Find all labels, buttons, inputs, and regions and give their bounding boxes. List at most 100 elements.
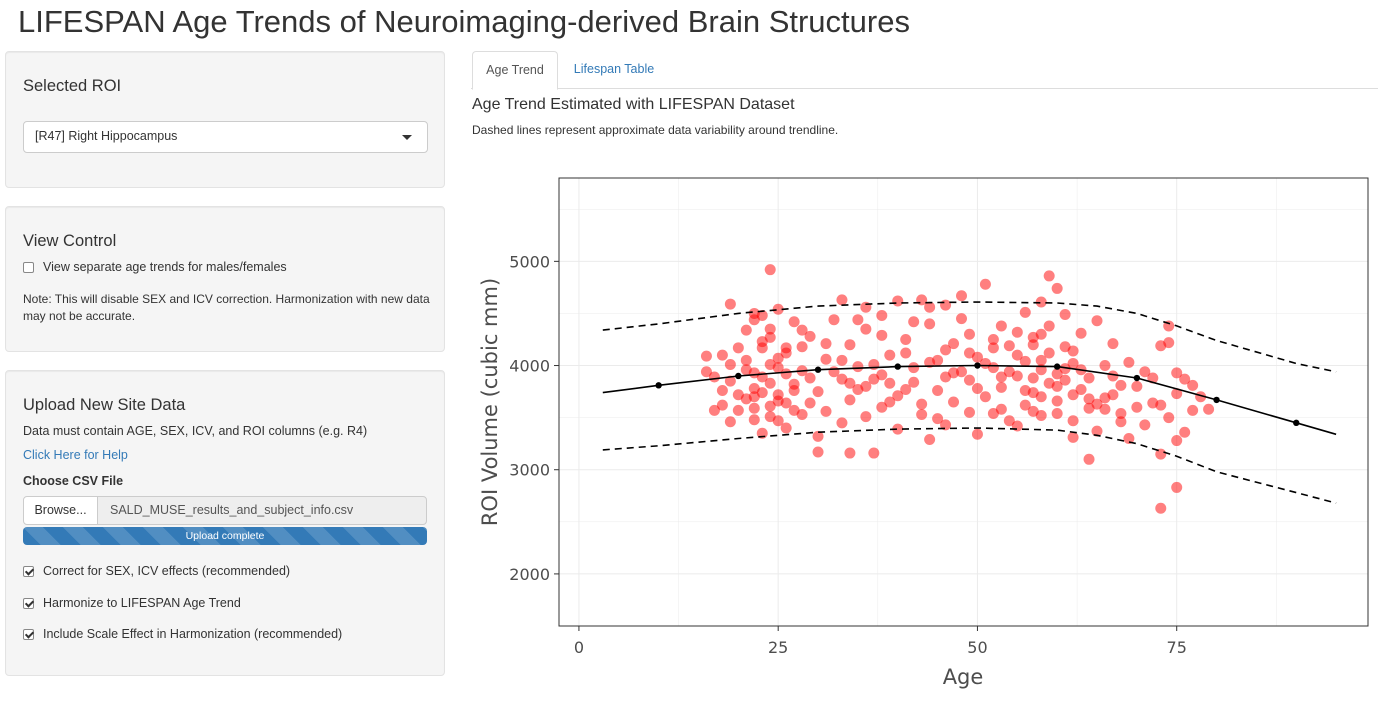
- data-point: [1051, 380, 1063, 392]
- data-point: [1067, 357, 1079, 369]
- data-point: [995, 381, 1007, 393]
- upload-heading: Upload New Site Data: [23, 396, 186, 414]
- data-point: [971, 428, 983, 440]
- data-point: [852, 314, 864, 326]
- data-point: [956, 313, 968, 325]
- data-point: [1003, 366, 1015, 378]
- view-control-heading: View Control: [23, 232, 117, 250]
- option-correct-sex-icv[interactable]: Correct for SEX, ICV effects (recommende…: [23, 564, 290, 578]
- data-point: [884, 396, 896, 408]
- harmonize-checkbox[interactable]: [23, 597, 34, 609]
- upload-instructions: Data must contain AGE, SEX, ICV, and ROI…: [23, 424, 368, 438]
- plot-border: [558, 177, 1369, 627]
- data-point: [1027, 372, 1039, 384]
- data-point: [764, 264, 776, 276]
- data-point: [1179, 373, 1191, 385]
- file-name-field[interactable]: SALD_MUSE_results_and_subject_info.csv: [97, 496, 427, 525]
- data-point: [1059, 363, 1071, 375]
- data-point: [836, 294, 848, 306]
- data-point: [804, 330, 816, 342]
- scale-effect-checkbox[interactable]: [23, 628, 34, 640]
- data-point: [1155, 448, 1167, 460]
- chart-subheading: Dashed lines represent approximate data …: [472, 123, 839, 137]
- data-point: [1123, 356, 1135, 368]
- data-point: [860, 323, 872, 335]
- trend-marker: [974, 362, 981, 369]
- upload-progress-text: Upload complete: [185, 530, 265, 542]
- data-point: [740, 324, 752, 336]
- data-point: [1011, 349, 1023, 361]
- data-point: [1075, 327, 1087, 339]
- data-point: [963, 374, 975, 386]
- roi-select-value: [R47] Right Hippocampus: [35, 129, 178, 143]
- data-point: [1171, 367, 1183, 379]
- data-point: [1051, 395, 1063, 407]
- data-point: [748, 414, 760, 426]
- data-point: [940, 344, 952, 356]
- data-point: [908, 316, 920, 328]
- data-point: [1155, 399, 1167, 411]
- data-point: [1107, 389, 1119, 401]
- data-point: [852, 361, 864, 373]
- data-point: [1115, 416, 1127, 428]
- data-point: [1059, 308, 1071, 320]
- browse-button[interactable]: Browse...: [23, 496, 98, 525]
- correct-sex-icv-checkbox[interactable]: [23, 565, 34, 577]
- data-point: [748, 391, 760, 403]
- option-scale-effect[interactable]: Include Scale Effect in Harmonization (r…: [23, 627, 342, 641]
- data-point: [828, 314, 840, 326]
- tab-lifespan-table[interactable]: Lifespan Table: [573, 62, 655, 76]
- y-axis-title: ROI Volume (cubic mm): [478, 278, 502, 526]
- data-point: [700, 366, 712, 378]
- data-point: [956, 290, 968, 302]
- data-point: [820, 405, 832, 417]
- data-point: [1091, 315, 1103, 327]
- separate-sex-checkbox[interactable]: [23, 261, 34, 273]
- lower-variability-line: [602, 427, 1337, 504]
- data-point: [796, 341, 808, 353]
- data-point: [844, 394, 856, 406]
- trend-marker: [1133, 374, 1141, 382]
- tab-age-trend[interactable]: Age Trend: [472, 51, 558, 90]
- option-harmonize[interactable]: Harmonize to LIFESPAN Age Trend: [23, 596, 241, 610]
- data-point: [804, 372, 816, 384]
- upper-variability-line: [602, 301, 1337, 373]
- help-link[interactable]: Click Here for Help: [23, 448, 128, 462]
- roi-panel-heading: Selected ROI: [23, 77, 122, 95]
- data-point: [748, 367, 760, 379]
- data-point: [764, 377, 776, 389]
- data-point: [1011, 326, 1023, 338]
- data-point: [1067, 431, 1079, 443]
- data-point: [1131, 380, 1143, 392]
- data-point: [876, 310, 888, 322]
- data-point: [724, 358, 736, 370]
- data-point: [963, 347, 975, 359]
- trend-marker: [735, 372, 742, 380]
- separate-sex-option[interactable]: View separate age trends for males/femal…: [23, 260, 287, 274]
- data-point: [788, 316, 800, 328]
- data-point: [924, 434, 936, 446]
- data-point: [1035, 354, 1047, 366]
- data-point: [1083, 393, 1095, 405]
- data-point: [963, 406, 975, 418]
- data-point: [868, 373, 880, 385]
- data-point: [788, 404, 800, 416]
- plot-panel: [559, 178, 1368, 626]
- data-point: [1171, 388, 1183, 400]
- data-point: [1091, 398, 1103, 410]
- trend-marker: [1053, 363, 1061, 370]
- data-point: [812, 446, 824, 458]
- roi-select[interactable]: [R47] Right Hippocampus: [23, 121, 428, 153]
- data-point: [852, 383, 864, 395]
- trend-marker: [655, 382, 662, 389]
- data-point: [756, 342, 768, 354]
- data-point: [732, 404, 744, 416]
- data-point: [1019, 355, 1031, 367]
- data-point: [1099, 403, 1111, 415]
- data-point: [987, 333, 999, 345]
- data-point: [971, 382, 983, 394]
- trend-marker: [1293, 419, 1300, 427]
- data-point: [812, 386, 824, 398]
- data-point: [876, 329, 888, 341]
- data-point: [916, 398, 928, 410]
